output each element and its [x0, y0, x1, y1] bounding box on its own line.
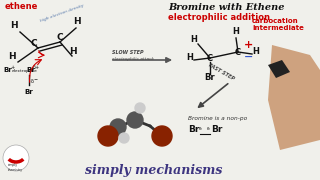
Text: Bromine is a non-po: Bromine is a non-po	[188, 116, 247, 121]
Text: H: H	[73, 17, 81, 26]
Text: Br: Br	[3, 67, 12, 73]
Text: Bromine with Ethene: Bromine with Ethene	[168, 3, 284, 12]
Text: FAST STEP: FAST STEP	[208, 62, 236, 81]
Text: Br: Br	[188, 125, 199, 134]
Text: H: H	[69, 47, 77, 56]
Polygon shape	[268, 60, 290, 78]
Text: H: H	[191, 35, 197, 44]
Text: δ: δ	[207, 127, 210, 131]
Text: δ: δ	[31, 79, 34, 84]
Text: electrophilic addition: electrophilic addition	[168, 13, 270, 22]
Text: simply mechanisms: simply mechanisms	[85, 164, 222, 177]
Text: ethene: ethene	[5, 2, 38, 11]
Text: +: +	[244, 40, 253, 50]
Circle shape	[3, 145, 29, 171]
Text: electrophilic attack: electrophilic attack	[112, 57, 154, 61]
Text: high electron density: high electron density	[40, 3, 85, 23]
Text: H: H	[10, 21, 18, 30]
Circle shape	[119, 133, 129, 143]
Circle shape	[135, 103, 145, 113]
Text: Br: Br	[205, 73, 215, 82]
Text: Br: Br	[211, 125, 222, 134]
Circle shape	[110, 119, 126, 135]
Polygon shape	[268, 45, 320, 150]
Text: simply
chemistry: simply chemistry	[8, 163, 23, 172]
Text: C: C	[235, 48, 241, 57]
Text: C: C	[57, 33, 63, 42]
Text: H: H	[252, 47, 260, 56]
Text: Br: Br	[26, 67, 35, 73]
Text: C: C	[207, 53, 213, 62]
Circle shape	[127, 112, 143, 128]
Text: carbocation
intermediate: carbocation intermediate	[252, 18, 304, 31]
Text: C: C	[31, 39, 37, 48]
Text: Br: Br	[24, 89, 33, 95]
Text: −: −	[244, 52, 253, 62]
Circle shape	[152, 126, 172, 146]
Text: SLOW STEP: SLOW STEP	[112, 50, 144, 55]
Text: +: +	[10, 65, 14, 70]
Circle shape	[98, 126, 118, 146]
Text: δ+: δ+	[33, 65, 40, 70]
Text: H: H	[233, 27, 239, 36]
Text: H: H	[187, 53, 193, 62]
Text: H: H	[8, 52, 16, 61]
Text: electrophile: electrophile	[12, 69, 38, 73]
Text: δ: δ	[199, 127, 202, 131]
Text: −: −	[34, 77, 38, 82]
